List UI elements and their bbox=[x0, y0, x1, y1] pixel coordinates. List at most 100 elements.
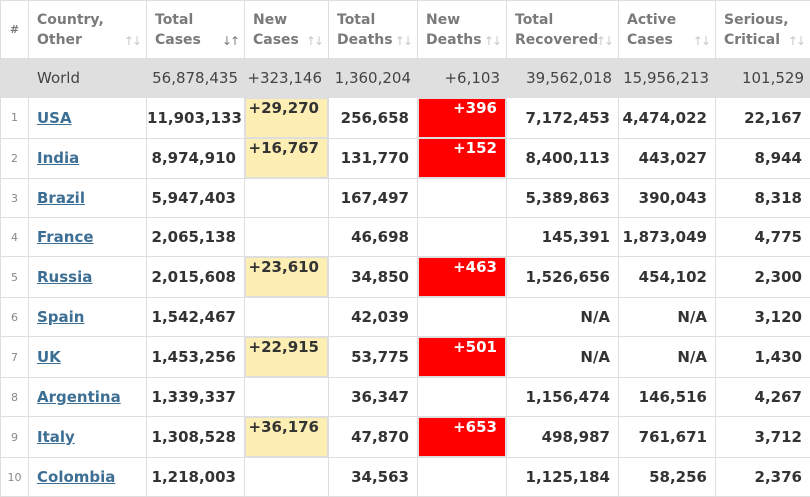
country-link[interactable]: France bbox=[37, 228, 94, 246]
column-header-serious-critical[interactable]: Serious,Critical↑↓ bbox=[716, 1, 810, 59]
total-deaths-cell: 131,770 bbox=[329, 138, 418, 179]
row-index: 10 bbox=[1, 458, 29, 497]
new-deaths-cell bbox=[418, 298, 507, 337]
country-link[interactable]: Russia bbox=[37, 268, 92, 286]
total-recovered-cell: 5,389,863 bbox=[507, 179, 619, 218]
row-index: 8 bbox=[1, 378, 29, 417]
row-index: 1 bbox=[1, 98, 29, 139]
column-header-label: # bbox=[1, 20, 28, 40]
country-link[interactable]: USA bbox=[37, 109, 72, 127]
total-cases-cell: 11,903,133 bbox=[147, 98, 245, 139]
column-header-label: Total bbox=[515, 10, 618, 30]
total-cases-cell: 1,542,467 bbox=[147, 298, 245, 337]
country-link[interactable]: Italy bbox=[37, 428, 75, 446]
country-link[interactable]: Spain bbox=[37, 308, 84, 326]
active-cases-cell: 1,873,049 bbox=[619, 218, 716, 257]
total-cases-cell: 1,218,003 bbox=[147, 458, 245, 497]
active-cases-cell: N/A bbox=[619, 337, 716, 378]
country-link[interactable]: India bbox=[37, 149, 79, 167]
total-cases-cell: 8,974,910 bbox=[147, 138, 245, 179]
column-header-label: Serious, bbox=[724, 10, 810, 30]
total-recovered-cell: 1,526,656 bbox=[507, 257, 619, 298]
new-deaths-cell: +463 bbox=[418, 257, 506, 297]
world-row: World 56,878,435 +323,146 1,360,204 +6,1… bbox=[1, 59, 810, 98]
serious-critical-cell: 8,318 bbox=[716, 179, 810, 218]
new-deaths-cell bbox=[418, 458, 507, 497]
sort-icon[interactable]: ↑↓ bbox=[306, 34, 322, 48]
row-index: 4 bbox=[1, 218, 29, 257]
sort-icon[interactable]: ↑↓ bbox=[788, 34, 804, 48]
country-link[interactable]: UK bbox=[37, 348, 61, 366]
total-deaths-cell: 34,563 bbox=[329, 458, 418, 497]
column-header-idx[interactable]: # bbox=[1, 1, 29, 59]
world-total-cases: 56,878,435 bbox=[147, 59, 245, 98]
row-index: 6 bbox=[1, 298, 29, 337]
sort-desc-icon[interactable]: ↓↑ bbox=[222, 34, 238, 48]
column-header-country[interactable]: Country,Other↑↓ bbox=[29, 1, 147, 59]
row-index: 5 bbox=[1, 257, 29, 298]
country-cell: UK bbox=[29, 337, 147, 378]
world-active-cases: 15,956,213 bbox=[619, 59, 716, 98]
total-recovered-cell: N/A bbox=[507, 298, 619, 337]
total-cases-cell: 1,308,528 bbox=[147, 417, 245, 458]
total-deaths-cell: 42,039 bbox=[329, 298, 418, 337]
country-cell: Italy bbox=[29, 417, 147, 458]
country-link[interactable]: Colombia bbox=[37, 468, 115, 486]
world-total-recovered: 39,562,018 bbox=[507, 59, 619, 98]
table-body: World 56,878,435 +323,146 1,360,204 +6,1… bbox=[1, 59, 810, 497]
active-cases-cell: 443,027 bbox=[619, 138, 716, 179]
sort-icon[interactable]: ↑↓ bbox=[596, 34, 612, 48]
new-deaths-cell bbox=[418, 179, 507, 218]
total-cases-cell: 1,453,256 bbox=[147, 337, 245, 378]
serious-critical-cell: 8,944 bbox=[716, 138, 810, 179]
row-index: 2 bbox=[1, 138, 29, 179]
world-serious-critical: 101,529 bbox=[716, 59, 810, 98]
column-header-label: New bbox=[426, 10, 506, 30]
serious-critical-cell: 4,267 bbox=[716, 378, 810, 417]
country-link[interactable]: Brazil bbox=[37, 189, 85, 207]
country-cell: Brazil bbox=[29, 179, 147, 218]
total-cases-cell: 2,065,138 bbox=[147, 218, 245, 257]
new-cases-cell: +22,915 bbox=[245, 337, 328, 377]
total-cases-cell: 2,015,608 bbox=[147, 257, 245, 298]
world-index-cell bbox=[1, 59, 29, 98]
total-deaths-cell: 47,870 bbox=[329, 417, 418, 458]
new-deaths-cell bbox=[418, 378, 507, 417]
total-deaths-cell: 46,698 bbox=[329, 218, 418, 257]
serious-critical-cell: 3,120 bbox=[716, 298, 810, 337]
column-header-label: Total bbox=[155, 10, 244, 30]
sort-icon[interactable]: ↑↓ bbox=[395, 34, 411, 48]
new-cases-cell: +23,610 bbox=[245, 257, 328, 297]
active-cases-cell: 390,043 bbox=[619, 179, 716, 218]
row-index: 7 bbox=[1, 337, 29, 378]
total-deaths-cell: 256,658 bbox=[329, 98, 418, 139]
sort-icon[interactable]: ↑↓ bbox=[693, 34, 709, 48]
serious-critical-cell: 22,167 bbox=[716, 98, 810, 139]
country-cell: India bbox=[29, 138, 147, 179]
total-deaths-cell: 167,497 bbox=[329, 179, 418, 218]
row-index: 3 bbox=[1, 179, 29, 218]
sort-icon[interactable]: ↑↓ bbox=[484, 34, 500, 48]
total-recovered-cell: 498,987 bbox=[507, 417, 619, 458]
country-cell: Spain bbox=[29, 298, 147, 337]
serious-critical-cell: 1,430 bbox=[716, 337, 810, 378]
new-cases-cell: +16,767 bbox=[245, 138, 328, 178]
new-deaths-cell: +653 bbox=[418, 417, 506, 457]
country-link[interactable]: Argentina bbox=[37, 388, 121, 406]
sort-icon[interactable]: ↑↓ bbox=[124, 34, 140, 48]
total-cases-cell: 5,947,403 bbox=[147, 179, 245, 218]
column-header-label: Active bbox=[627, 10, 715, 30]
